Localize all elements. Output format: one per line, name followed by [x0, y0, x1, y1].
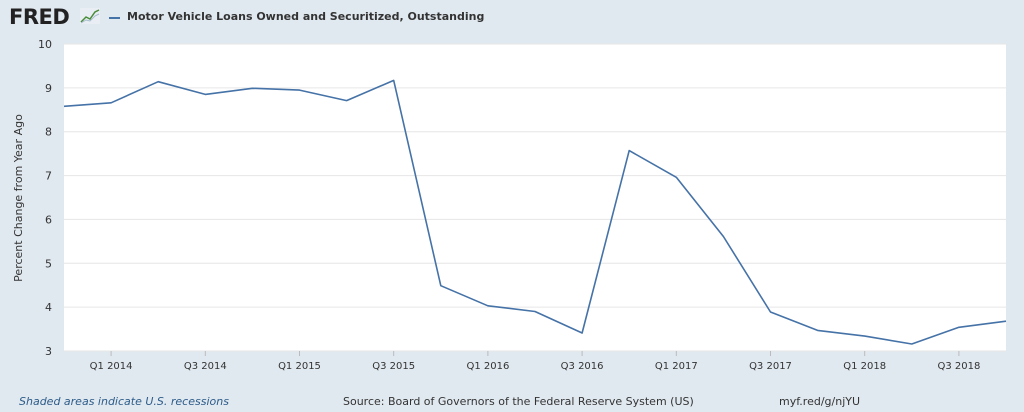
fred-graph-icon	[80, 8, 100, 24]
chart-header: FRED Motor Vehicle Loans Owned and Secur…	[0, 0, 1024, 34]
y-tick-label: 7	[45, 170, 52, 183]
x-tick-label: Q1 2016	[466, 361, 509, 372]
x-tick-label: Q3 2018	[937, 361, 980, 372]
x-tick-label: Q1 2015	[278, 361, 321, 372]
x-tick-label: Q1 2014	[90, 361, 133, 372]
y-axis-ticks: 3 4 5 6 7 8 9 10	[38, 38, 52, 358]
y-tick-label: 9	[45, 82, 52, 95]
y-tick-label: 4	[45, 301, 52, 314]
y-tick-label: 8	[45, 126, 52, 139]
x-tick-label: Q3 2016	[561, 361, 604, 372]
x-tick-label: Q3 2014	[184, 361, 227, 372]
y-tick-label: 5	[45, 257, 52, 270]
plot-area	[64, 44, 1006, 351]
legend-swatch	[109, 17, 120, 19]
fred-logo: FRED	[9, 5, 70, 29]
series-group	[63, 79, 1007, 345]
x-axis-ticks: Q1 2014 Q3 2014 Q1 2015 Q3 2015 Q1 2016 Q3 20…	[90, 351, 980, 372]
series-line	[63, 79, 1007, 345]
x-tick-label: Q1 2017	[655, 361, 698, 372]
legend-label: Motor Vehicle Loans Owned and Securitize…	[127, 10, 485, 23]
y-tick-label: 10	[38, 38, 52, 51]
y-axis-label: Percent Change from Year Ago	[12, 114, 25, 282]
short-url[interactable]: myf.red/g/njYU	[779, 395, 861, 408]
y-tick-label: 3	[45, 345, 52, 358]
x-tick-label: Q3 2015	[372, 361, 415, 372]
gridlines	[64, 43, 1006, 352]
x-tick-label: Q3 2017	[749, 361, 792, 372]
x-tick-label: Q1 2018	[843, 361, 886, 372]
source-text: Source: Board of Governors of the Federa…	[343, 395, 694, 408]
recession-note[interactable]: Shaded areas indicate U.S. recessions	[19, 395, 229, 408]
y-tick-label: 6	[45, 213, 52, 226]
